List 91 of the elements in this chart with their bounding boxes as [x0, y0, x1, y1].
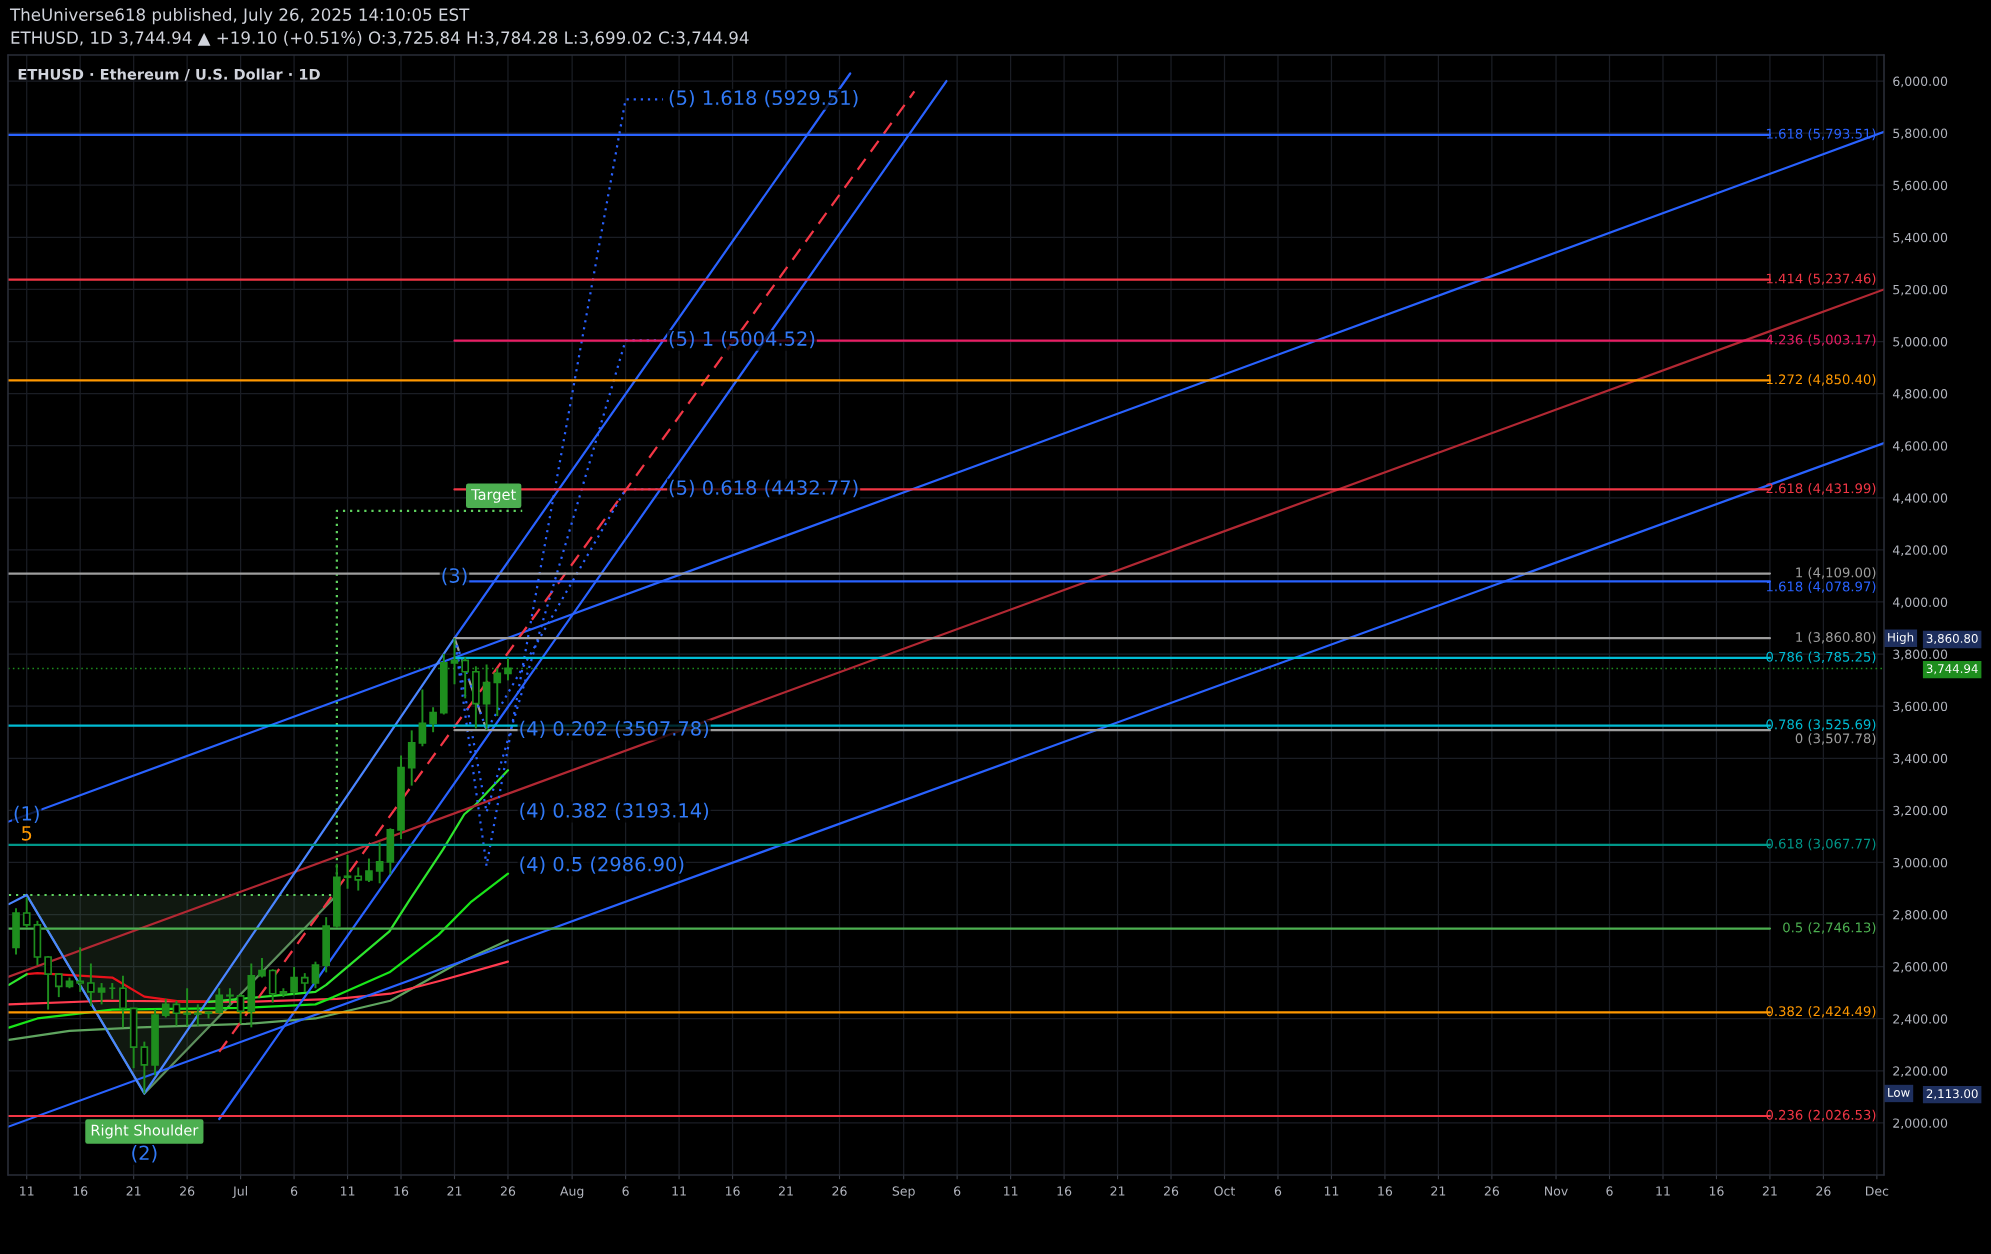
x-tick-label: 21: [1431, 1186, 1446, 1196]
x-tick-label: 21: [1762, 1186, 1777, 1196]
series-label: 0.236 (2,026.53): [1766, 1109, 1876, 1122]
annotation: Right Shoulder: [91, 1124, 199, 1139]
y-tick-label: 5,200.00: [1893, 284, 1948, 296]
y-tick-label: 3,800.00: [1893, 649, 1948, 661]
x-tick-label: 11: [1324, 1186, 1339, 1196]
x-tick-label: 16: [1057, 1186, 1072, 1196]
annotation: (1): [14, 805, 39, 823]
x-tick-label: Dec: [1866, 1186, 1889, 1196]
y2-tick-label: 2,113.00: [1926, 1089, 1978, 1100]
y-tick-label: 2,800.00: [1893, 910, 1948, 921]
y-tick-label: 4,200.00: [1892, 545, 1948, 557]
x-tick-label: 11: [1004, 1186, 1018, 1196]
annotation: 5: [22, 826, 32, 841]
annotation: (5) 0.618 (4432.77): [669, 479, 858, 498]
annotation: (4) 0.382 (3193.14): [520, 802, 709, 821]
y-tick-label: 5,400.00: [1893, 232, 1948, 244]
y-tick-label: 4,000.00: [1892, 597, 1948, 609]
annotation: (3): [442, 567, 467, 586]
x-tick-label: 6: [622, 1186, 629, 1196]
x-tick-label: 26: [500, 1186, 516, 1196]
x-tick-label: 21: [778, 1186, 793, 1196]
series-label: 1.272 (4,850.40): [1766, 374, 1876, 386]
y-tick-label: 4,400.00: [1892, 493, 1948, 504]
x-tick-label: 11: [1656, 1186, 1670, 1196]
x-tick-label: 16: [73, 1186, 88, 1196]
y-tick-label: 3,000.00: [1893, 857, 1948, 869]
series-label: 1.618 (4,078.97): [1766, 581, 1876, 593]
annotation: (4) 0.202 (3507.78): [520, 720, 709, 739]
x-tick-label: Nov: [1545, 1186, 1568, 1196]
x-tick-label: 26: [1484, 1186, 1500, 1196]
series-label: 2.618 (4,431.99): [1766, 483, 1876, 495]
x-tick-label: 21: [1110, 1186, 1125, 1196]
y-tick-label: 5,600.00: [1893, 180, 1948, 192]
x-tick-label: Sep: [892, 1186, 915, 1199]
x-tick-label: 26: [832, 1186, 847, 1196]
y-tick-label: 2,400.00: [1893, 1014, 1948, 1025]
series-label: 0 (3,507.78): [1795, 733, 1876, 745]
text: Low: [1888, 1088, 1910, 1097]
x-tick-label: 11: [340, 1186, 355, 1196]
series-label: 0.786 (3,785.25): [1766, 651, 1876, 664]
series-label: 1.414 (5,237.46): [1766, 273, 1876, 286]
x-tick-label: 21: [126, 1186, 141, 1196]
y-tick-label: 3,600.00: [1893, 701, 1948, 713]
chart-subtitle: ETHUSD, 1D 3,744.94 ▲ +19.10 (+0.51%) O:3,725.84 H:3,784.28 L:3,699.02 C:3,744.94: [11, 31, 749, 46]
y-tick-label: 3,200.00: [1893, 805, 1948, 817]
annotation: ETHUSD · Ethereum / U.S. Dollar · 1D: [18, 68, 320, 81]
y2-tick-label: 3,744.94: [1926, 664, 1978, 675]
y-tick-label: 5,800.00: [1893, 128, 1948, 140]
x-tick-label: 26: [1816, 1186, 1831, 1196]
annotation: (2): [132, 1145, 157, 1163]
x-tick-label: 21: [447, 1186, 462, 1196]
y-tick-label: 2,000.00: [1893, 1118, 1948, 1130]
series-label: 0.382 (2,424.49): [1766, 1005, 1876, 1018]
y-tick-label: 2,600.00: [1893, 962, 1948, 973]
x-tick-label: 6: [1606, 1186, 1613, 1196]
series-label: 0.786 (3,525.69): [1766, 719, 1876, 731]
y-tick-label: 5,000.00: [1893, 336, 1948, 348]
x-tick-label: Jul: [232, 1186, 247, 1199]
annotation: Target: [471, 489, 516, 503]
text: High: [1888, 632, 1914, 644]
x-tick-label: 16: [1378, 1186, 1393, 1196]
x-tick-label: 6: [954, 1186, 961, 1196]
annotation: (5) 1.618 (5929.51): [669, 90, 858, 108]
series-label: 0.5 (2,746.13): [1783, 922, 1876, 934]
y-tick-label: 4,600.00: [1892, 441, 1948, 452]
annotation: (4) 0.5 (2986.90): [520, 856, 684, 874]
series-label: 0.618 (3,067.77): [1766, 838, 1876, 851]
series-label: 1.618 (5,793.51): [1766, 128, 1876, 141]
x-tick-label: 16: [1709, 1186, 1724, 1196]
y2-tick-label: 3,860.80: [1926, 633, 1978, 645]
x-tick-label: 11: [20, 1186, 34, 1196]
x-tick-label: 26: [180, 1186, 195, 1196]
x-tick-label: 6: [290, 1186, 298, 1196]
y-tick-label: 4,800.00: [1892, 389, 1948, 400]
y-tick-label: 2,200.00: [1893, 1066, 1948, 1078]
y-tick-label: 6,000.00: [1893, 76, 1948, 88]
x-tick-label: Aug: [560, 1186, 584, 1199]
y-tick-label: 3,400.00: [1893, 753, 1948, 765]
x-tick-label: 6: [1274, 1186, 1282, 1196]
x-tick-label: 16: [725, 1186, 740, 1196]
annotation: (5) 1 (5004.52): [669, 330, 815, 349]
x-tick-label: 26: [1163, 1186, 1179, 1196]
text: 1 (3,860.80): [1796, 631, 1876, 644]
series-label: 4.236 (5,003.17): [1766, 334, 1876, 347]
x-tick-label: 16: [394, 1186, 409, 1196]
x-tick-label: 11: [672, 1186, 686, 1196]
x-tick-label: Oct: [1214, 1186, 1236, 1196]
text: 1 (4,109.00): [1796, 567, 1876, 579]
chart-title: TheUniverse618 published, July 26, 2025 14:10:05 EST: [9, 8, 470, 25]
